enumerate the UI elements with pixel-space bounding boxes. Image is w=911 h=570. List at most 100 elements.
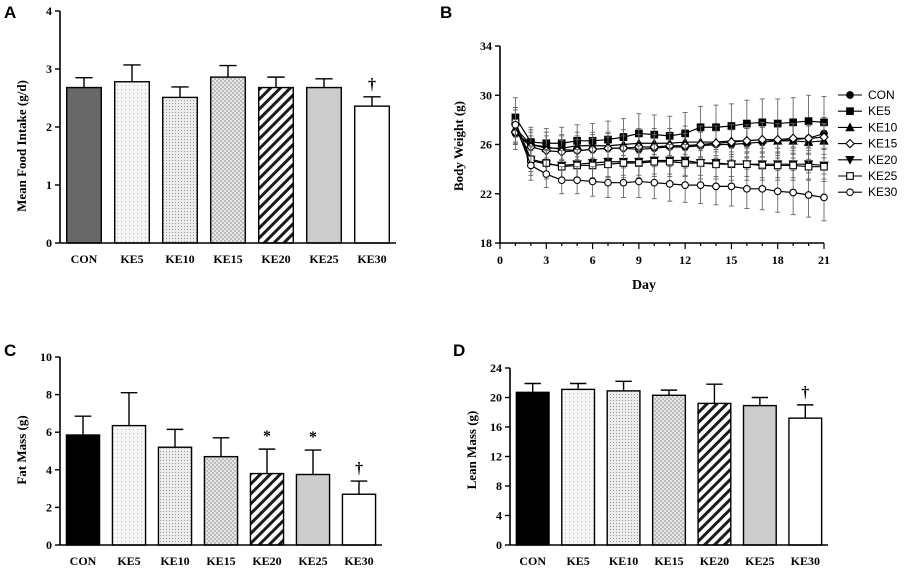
panel-c-bar [249,472,285,546]
panel-c-y-tick-label: 10 [40,350,52,364]
panel-b-legend-item: KE20 [838,153,898,167]
panel-b-series-ke30-point [758,184,767,193]
panel-b-series-ke30-point [527,161,535,170]
panel-b-series-ke30-point [696,181,705,189]
panel-a-category-label: KE5 [120,252,143,266]
panel-a-y-tick-label: 3 [46,62,52,76]
panel-b-x-tick-label: 12 [679,253,691,267]
panel-b-series-ke30-point [773,187,782,196]
panel-b-legend-item: KE5 [838,104,891,118]
panel-c-bar [157,446,193,546]
panel-c-bar [111,424,147,546]
panel-b-legend-label: CON [868,88,895,102]
panel-c-category-label: KE30 [344,554,373,568]
panel-b-y-tick-label: 26 [480,138,492,152]
panel-b-series-ke30-point [619,178,628,187]
panel-a-category-label: KE30 [357,252,386,266]
panel-b-series-ke30-point [635,177,643,186]
panel-b-series-ke25-point [712,160,720,169]
panel-b-x-tick-label: 0 [497,253,503,267]
panel-b-series-ke30-point [511,120,520,129]
panel-b-series-ke25-point [743,160,751,169]
panel-b-series-ke30-point [743,184,751,193]
panel-b-x-tick-label: 15 [725,253,737,267]
panel-b-series-ke30-point [804,191,813,199]
panel-b-plot: 18 22 26 30 34 0 3 6 9 12 15 18 21 [480,39,830,267]
panel-b-legend-label: KE25 [868,169,898,183]
panel-b-legend-marker [846,188,854,197]
panel-b-series-ke25-point [604,160,612,169]
panel-b-series-ke30 [511,107,828,222]
panel-b-legend-label: KE10 [868,120,898,134]
panel-b-series-ke5-point [804,117,813,125]
panel-c-y-axis-label: Fat Mass (g) [14,415,29,484]
panel-d-bar [561,388,596,546]
panel-d-bar [788,417,823,546]
panel-b-series-ke30-point [789,188,797,197]
panel-b-series-ke30-point [712,182,720,191]
panel-b-series-ke30-point [588,177,597,186]
panel-b-x-tick-label: 9 [636,253,642,267]
panel-b-series-ke25-point [804,162,813,171]
panel-b-series-ke30-point [604,178,612,187]
panel-b-legend-item: KE15 [838,137,898,151]
panel-c-category-label: CON [70,554,97,568]
panel-b-series-ke30-point [681,181,689,189]
panel-b-letter: B [440,3,452,22]
panel-a-bar [306,86,342,244]
panel-b-series-ke30-point [542,170,551,178]
panel-b-y-axis-label: Body Weight (g) [451,101,466,191]
panel-a-letter: A [4,3,16,22]
panel-d-category-label: KE5 [566,554,589,568]
panel-d-category-label: KE10 [609,554,638,568]
panel-b-legend-label: KE15 [868,137,898,151]
panel-c-category-label: KE10 [160,554,189,568]
panel-a-category-label: KE20 [261,252,290,266]
panel-b-series-ke30-point [573,176,581,185]
panel-d-category-label: KE25 [745,554,774,568]
panel-b-legend-marker [845,138,855,149]
panel-a: A Mean Food Intake (g/d) 0 1 2 3 4 CON KE5 KE10… [4,3,396,266]
panel-b-y-tick-label: 34 [480,39,492,53]
panel-a-y-tick-label: 0 [46,236,52,250]
panel-c-plot: 0 2 4 6 8 10 CON KE5 KE10 KE15 KE20 * KE25 * KE30 † [40,350,382,568]
panel-b-series-ke15-point [788,133,799,144]
panel-a-bar [258,86,294,244]
panel-b-series-ke25-point [820,162,828,171]
panel-b-x-tick-label: 18 [772,253,784,267]
panel-b-legend-item: KE10 [838,120,898,134]
panel-d-category-label: CON [519,554,546,568]
panel-b-legend-label: KE20 [868,153,898,167]
panel-a-plot: 0 1 2 3 4 CON KE5 KE10 KE15 KE20 KE25 KE30 † [46,4,396,266]
panel-c-significance-mark: * [309,429,317,446]
panel-d-y-tick-label: 20 [490,391,502,405]
panel-b-series-ke15-point [819,132,829,142]
panel-a-bar [66,86,102,244]
panel-d-bar [697,402,732,546]
panel-d-y-tick-label: 0 [496,538,502,552]
panel-a-category-label: KE10 [165,252,194,266]
panel-b-series-ke25-point [650,157,659,166]
panel-c-letter: C [4,341,16,360]
panel-d-bar [515,391,550,546]
panel-b-series-ke25-point [789,161,797,170]
panel-d-category-label: KE30 [791,554,820,568]
panel-b-series-ke25-point [696,159,705,167]
panel-b-x-tick-label: 6 [590,253,596,267]
panel-c-bar [341,493,377,546]
panel-c-y-tick-label: 2 [46,500,52,514]
panel-c-y-tick-label: 8 [46,388,52,402]
panel-a-y-tick-label: 4 [46,4,52,18]
panel-d-bar [651,394,687,546]
panel-b-legend-label: KE30 [868,185,898,199]
panel-d-significance-mark: † [801,384,809,401]
panel-b-series-ke25-point [773,161,782,170]
panel-d-y-axis-label: Lean Mass (g) [464,411,479,490]
panel-b-y-tick-label: 22 [480,187,492,201]
panel-b-legend-item: KE25 [838,169,898,183]
panel-b-legend-marker [846,172,854,180]
panel-d-y-tick-label: 8 [496,479,502,493]
panel-b-series-ke25-point [681,159,689,167]
panel-d-y-tick-label: 16 [490,420,502,434]
panel-a-significance-mark: † [368,76,376,93]
